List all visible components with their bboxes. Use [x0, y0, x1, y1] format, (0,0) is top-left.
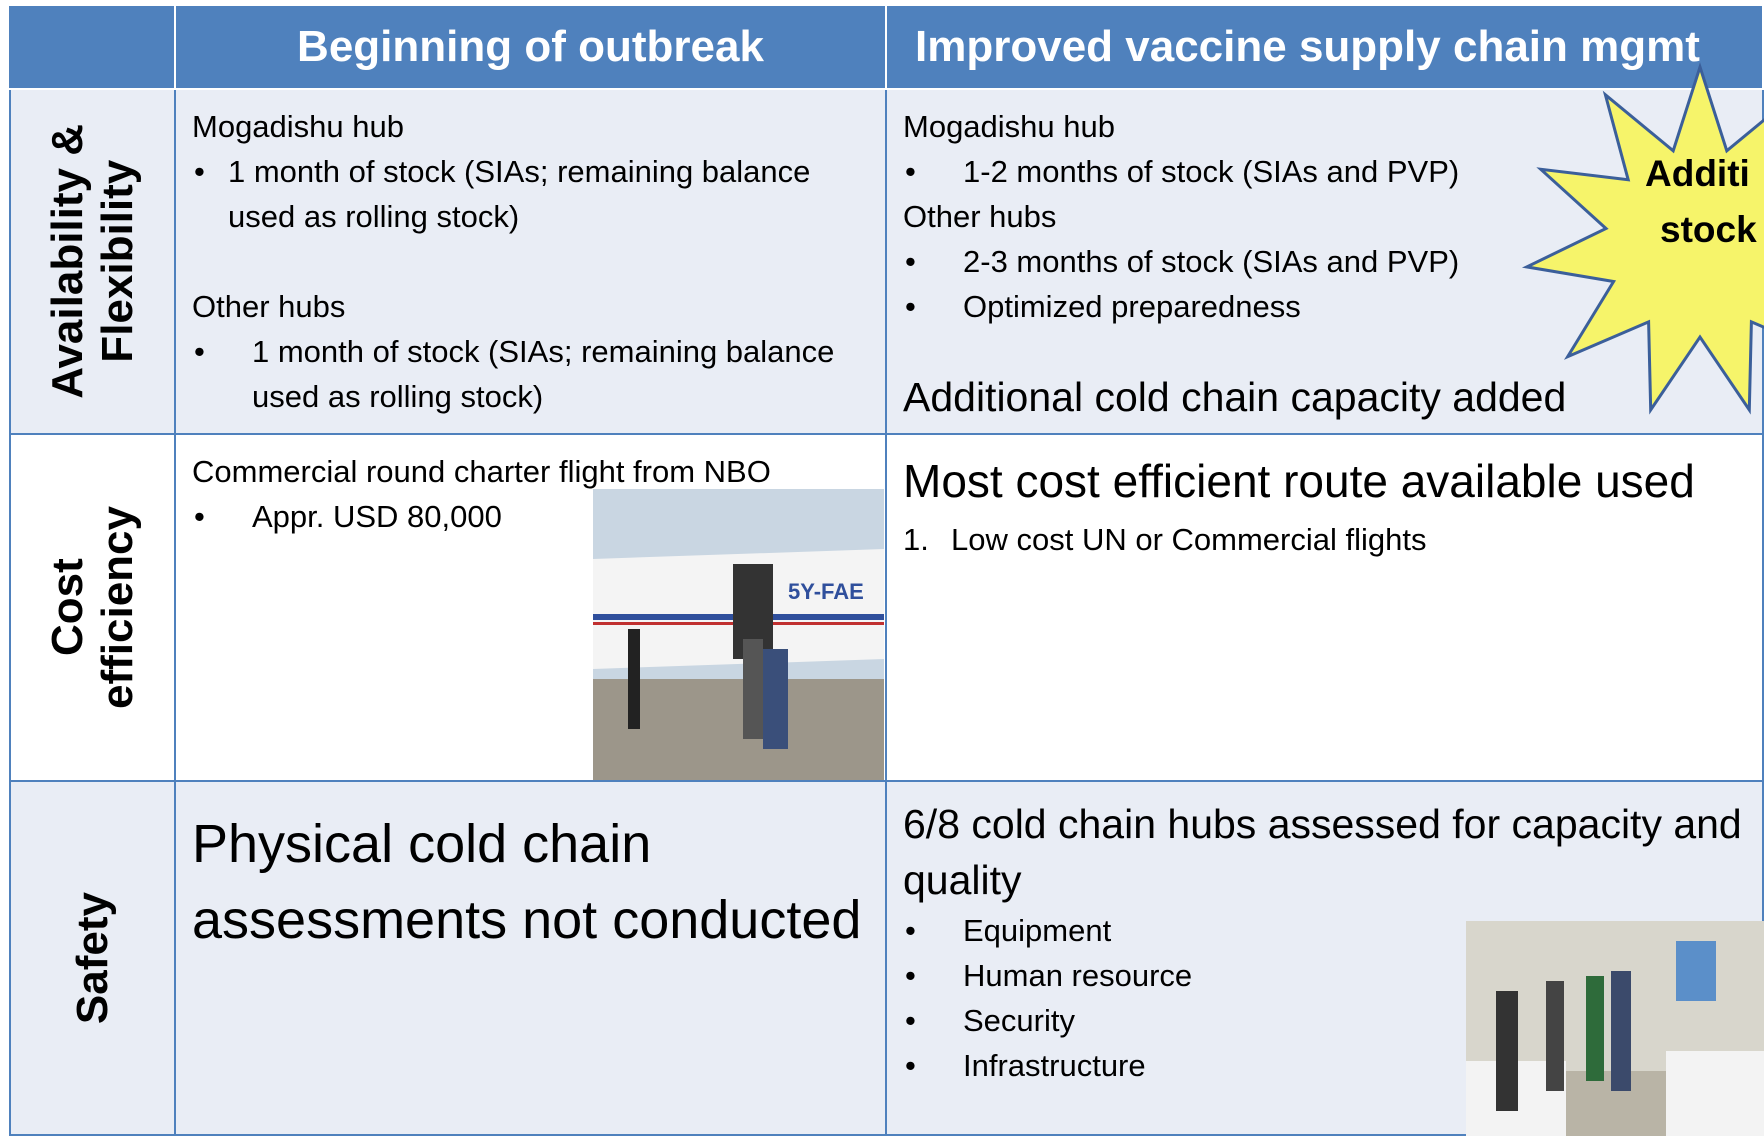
header-cell: Beginning of outbreak	[176, 6, 887, 90]
cell-text: Optimized preparedness	[903, 284, 1748, 329]
text: Mogadishu hub	[192, 109, 404, 144]
star-shape	[1521, 62, 1764, 415]
hub-photo	[1466, 921, 1764, 1136]
cell-text: Security	[903, 998, 1748, 1043]
row-label-text: Cost efficiency	[43, 506, 143, 709]
row-label: Cost efficiency	[9, 435, 176, 782]
cell-text: Physical cold chain assessments not cond…	[192, 806, 871, 958]
table-cell: Mogadishu hub 1 month of stock (SIAs; rem…	[176, 90, 887, 435]
text: 1 month of stock (SIAs; remaining balanc…	[252, 334, 835, 414]
table-cell: Physical cold chain assessments not cond…	[176, 782, 887, 1136]
text: 2-3 months of stock (SIAs and PVP)	[963, 244, 1460, 279]
row-label: Safety	[9, 782, 176, 1136]
cell-text: 1. Low cost UN or Commercial flights	[903, 517, 1748, 562]
text: Infrastructure	[963, 1048, 1146, 1083]
cell-text: Mogadishu hub	[192, 104, 871, 149]
cell-text: 1 month of stock (SIAs; remaining balanc…	[192, 329, 871, 419]
callout-text: Additi	[1645, 153, 1750, 194]
callout-star: Additi stock	[1521, 62, 1764, 415]
text: 6/8 cold chain hubs assessed for capacit…	[903, 801, 1742, 903]
row-label-line: Safety	[67, 891, 117, 1025]
cell-text: 1-2 months of stock (SIAs and PVP)	[903, 149, 1748, 194]
text: 1 month of stock (SIAs; remaining balanc…	[228, 154, 811, 234]
cell-text: Commercial round charter flight from NBO	[192, 449, 871, 494]
row-label-text: Availability & Flexibility	[43, 124, 143, 399]
row-label-line: Cost	[42, 558, 92, 657]
cell-text: Equipment	[903, 908, 1748, 953]
cell-text: Infrastructure	[903, 1043, 1748, 1088]
row-label-line: efficiency	[92, 506, 142, 709]
cell-text: Most cost efficient route available used	[903, 449, 1748, 513]
text: Other hubs	[903, 199, 1057, 234]
cell-text: Appr. USD 80,000	[192, 494, 871, 539]
text: Most cost efficient route available used	[903, 455, 1695, 507]
text: Additional cold chain capacity added	[903, 374, 1567, 420]
cell-text: Other hubs	[903, 194, 1748, 239]
text: Commercial round charter flight from NBO	[192, 454, 771, 489]
text: Human resource	[963, 958, 1193, 993]
cell-text: Mogadishu hub	[903, 104, 1748, 149]
cell-text: 2-3 months of stock (SIAs and PVP)	[903, 239, 1748, 284]
cell-text: Human resource	[903, 953, 1748, 998]
text: Physical cold chain assessments not cond…	[192, 814, 862, 950]
text: Mogadishu hub	[903, 109, 1115, 144]
text: Security	[963, 1003, 1075, 1038]
text: 1-2 months of stock (SIAs and PVP)	[963, 154, 1460, 189]
row-label-line: Flexibility	[92, 160, 142, 363]
header-cell: Improved vaccine supply chain mgmt	[887, 6, 1764, 90]
row-label-line: Availability &	[42, 124, 92, 399]
list-marker: 1.	[903, 522, 929, 557]
cell-text: Additional cold chain capacity added	[903, 369, 1748, 425]
plane-photo: 5Y-FAE	[593, 489, 884, 780]
cell-text: 6/8 cold chain hubs assessed for capacit…	[903, 796, 1748, 908]
callout-text: stock	[1660, 209, 1757, 250]
text: Equipment	[963, 913, 1112, 948]
cell-text: 1 month of stock (SIAs; remaining balanc…	[192, 149, 871, 239]
text: Other hubs	[192, 289, 346, 324]
text: Low cost UN or Commercial flights	[951, 522, 1427, 557]
text: Optimized preparedness	[963, 289, 1301, 324]
header-corner	[9, 6, 176, 90]
row-label: Availability & Flexibility	[9, 90, 176, 435]
table-cell: Most cost efficient route available used…	[887, 435, 1764, 782]
row-label-text: Safety	[68, 892, 118, 1024]
cell-text: Other hubs	[192, 284, 871, 329]
svg-text:5Y-FAE: 5Y-FAE	[788, 579, 864, 604]
text: Appr. USD 80,000	[252, 499, 502, 534]
